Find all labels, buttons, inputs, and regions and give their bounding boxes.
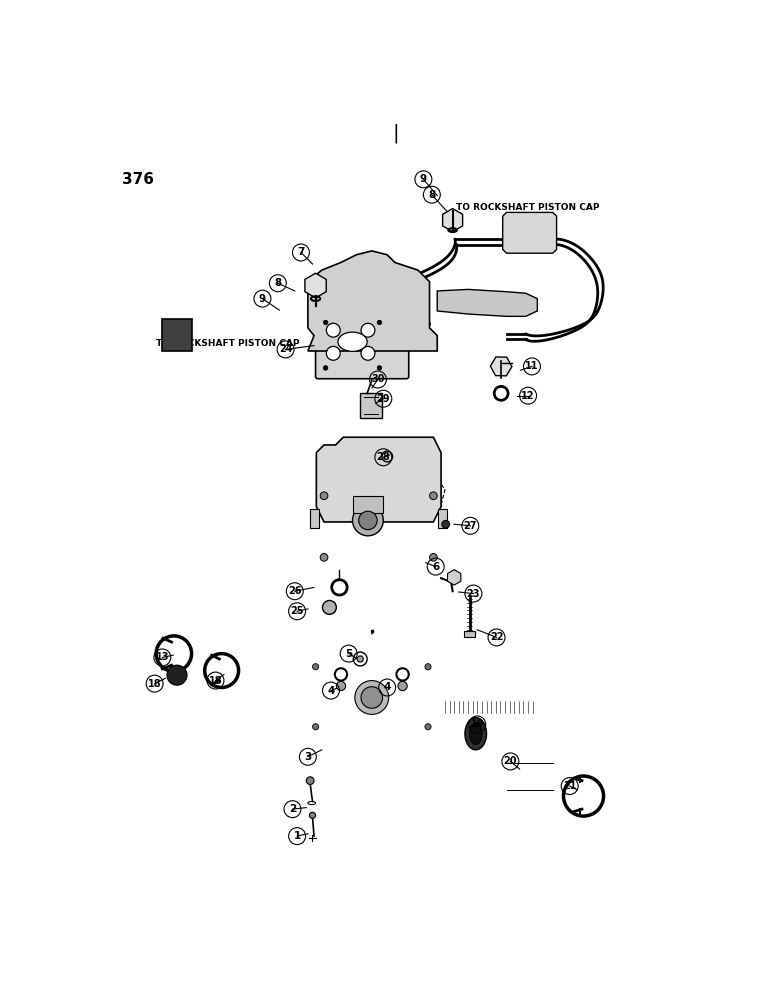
Text: 2: 2 <box>289 804 296 814</box>
Circle shape <box>320 554 328 561</box>
Bar <box>464 631 475 637</box>
Circle shape <box>306 777 314 785</box>
Circle shape <box>323 600 337 614</box>
Text: 9: 9 <box>420 174 427 184</box>
Circle shape <box>429 492 437 500</box>
Bar <box>310 509 320 528</box>
Circle shape <box>442 520 449 528</box>
Text: 29: 29 <box>377 394 390 404</box>
Ellipse shape <box>465 718 486 750</box>
Text: 19: 19 <box>470 719 484 729</box>
Circle shape <box>327 323 340 337</box>
Text: 1: 1 <box>293 831 301 841</box>
Circle shape <box>327 346 340 360</box>
Text: 20: 20 <box>503 756 517 766</box>
Circle shape <box>359 511 378 530</box>
Text: 5: 5 <box>345 649 352 659</box>
Text: 11: 11 <box>525 361 539 371</box>
Text: 30: 30 <box>371 374 384 384</box>
Circle shape <box>313 724 319 730</box>
Polygon shape <box>308 251 437 351</box>
Ellipse shape <box>469 723 482 744</box>
Text: 9: 9 <box>259 294 266 304</box>
FancyBboxPatch shape <box>361 393 382 418</box>
Text: 18: 18 <box>147 679 161 689</box>
Text: 26: 26 <box>288 586 302 596</box>
Circle shape <box>313 664 319 670</box>
Text: |: | <box>392 124 399 143</box>
Text: 23: 23 <box>466 589 480 599</box>
Circle shape <box>323 320 328 325</box>
Circle shape <box>323 366 328 370</box>
Circle shape <box>320 492 328 500</box>
Text: 6: 6 <box>432 562 439 572</box>
Text: 13: 13 <box>156 652 169 662</box>
Circle shape <box>425 724 431 730</box>
Circle shape <box>429 554 437 561</box>
Text: 24: 24 <box>279 344 293 354</box>
Text: 4: 4 <box>327 686 334 696</box>
Circle shape <box>378 366 382 370</box>
Polygon shape <box>437 289 537 316</box>
Text: 3: 3 <box>304 752 311 762</box>
Circle shape <box>310 812 316 818</box>
Circle shape <box>361 687 383 708</box>
Circle shape <box>337 681 346 691</box>
Circle shape <box>167 665 187 685</box>
Text: 25: 25 <box>290 606 304 616</box>
Circle shape <box>353 505 384 536</box>
Text: 376: 376 <box>121 172 154 187</box>
Circle shape <box>425 664 431 670</box>
Text: 12: 12 <box>521 391 535 401</box>
Text: TO ROCKSHAFT PISTON CAP: TO ROCKSHAFT PISTON CAP <box>456 203 600 212</box>
Bar <box>438 509 447 528</box>
FancyBboxPatch shape <box>316 314 408 379</box>
Polygon shape <box>317 437 441 522</box>
Text: 8: 8 <box>274 278 282 288</box>
Circle shape <box>378 320 382 325</box>
Circle shape <box>355 681 389 714</box>
Ellipse shape <box>338 332 367 351</box>
Polygon shape <box>503 212 557 253</box>
Circle shape <box>361 346 375 360</box>
Text: 28: 28 <box>377 452 390 462</box>
Text: TO ROCKSHAFT PISTON CAP: TO ROCKSHAFT PISTON CAP <box>156 339 300 348</box>
Bar <box>353 496 384 513</box>
Text: 7: 7 <box>297 247 305 257</box>
Text: 18: 18 <box>208 676 222 686</box>
Text: 21: 21 <box>563 781 577 791</box>
Polygon shape <box>371 630 374 634</box>
Text: 8: 8 <box>428 190 435 200</box>
Text: 22: 22 <box>489 632 503 642</box>
Circle shape <box>357 656 364 662</box>
Polygon shape <box>161 319 192 351</box>
Text: 27: 27 <box>464 521 477 531</box>
Circle shape <box>398 681 407 691</box>
Circle shape <box>361 323 375 337</box>
Text: 4: 4 <box>384 682 391 692</box>
